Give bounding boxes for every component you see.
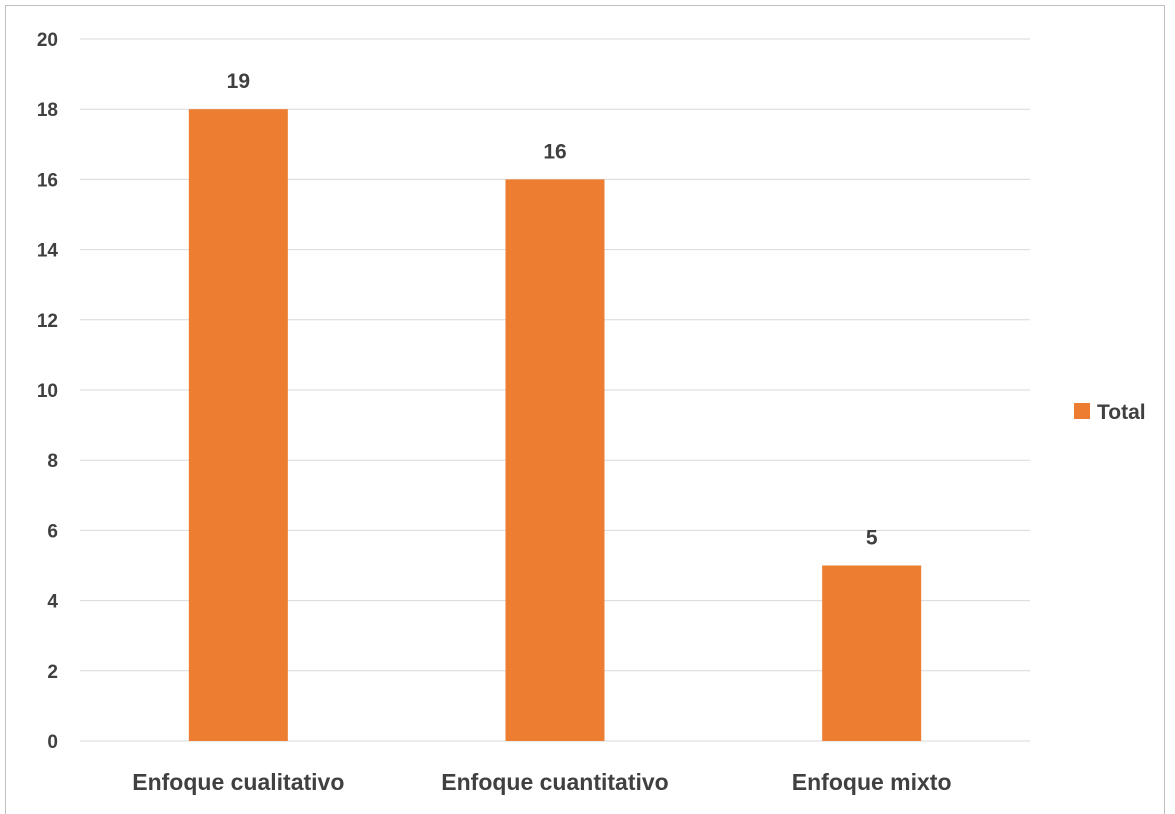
y-tick-label: 16 [37, 170, 58, 191]
data-label: 19 [227, 70, 250, 93]
x-category-label: Enfoque cuantitativo [441, 769, 668, 795]
y-tick-label: 10 [37, 381, 58, 402]
data-label: 5 [866, 527, 878, 550]
x-category-label: Enfoque cualitativo [132, 769, 344, 795]
legend: Total [1074, 401, 1146, 424]
y-tick-label: 18 [37, 100, 58, 121]
y-tick-label: 6 [47, 521, 58, 542]
x-axis-categories: Enfoque cualitativo Enfoque cuantitativo E… [132, 769, 951, 795]
y-tick-label: 0 [47, 732, 58, 753]
data-label: 16 [543, 140, 566, 163]
data-labels: 19 16 5 [227, 70, 878, 549]
chart-frame [5, 5, 1165, 814]
bars [188, 109, 922, 741]
legend-swatch [1074, 403, 1090, 419]
y-tick-label: 20 [37, 30, 58, 51]
y-tick-label: 14 [37, 241, 59, 262]
y-tick-label: 4 [47, 592, 58, 613]
y-tick-label: 12 [37, 311, 58, 332]
y-tick-label: 2 [47, 662, 58, 683]
x-category-label: Enfoque mixto [792, 769, 952, 795]
y-tick-label: 8 [47, 451, 58, 472]
bar [505, 179, 605, 741]
bar [822, 565, 922, 741]
y-axis-ticks: 0 2 4 6 8 10 12 14 16 18 20 [37, 30, 59, 753]
legend-label: Total [1097, 401, 1146, 424]
bar [188, 109, 288, 741]
